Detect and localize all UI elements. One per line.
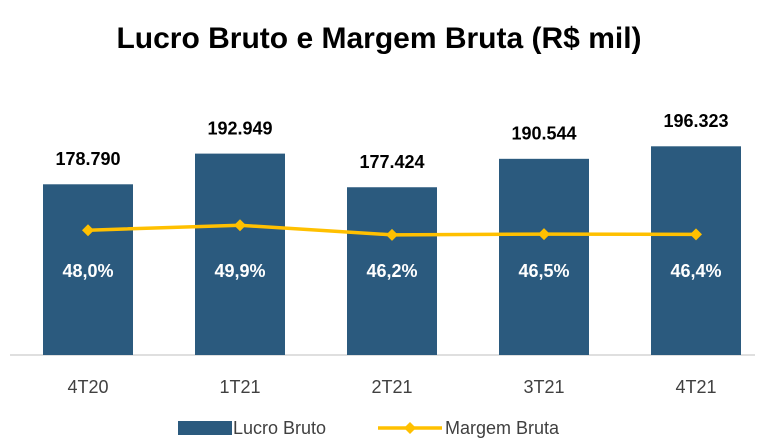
bar <box>651 146 741 355</box>
line-value-label: 46,2% <box>366 261 417 281</box>
bar-value-label: 192.949 <box>207 118 272 138</box>
bar-value-label: 178.790 <box>55 149 120 169</box>
x-tick-label: 4T20 <box>67 377 108 397</box>
legend-marker <box>404 422 416 434</box>
bar <box>195 153 285 355</box>
bar <box>43 184 133 355</box>
line-marker <box>690 228 702 241</box>
legend-label: Lucro Bruto <box>233 418 326 438</box>
x-tick-label: 4T21 <box>675 377 716 397</box>
line-value-label: 46,4% <box>670 261 721 281</box>
line-marker <box>234 219 246 232</box>
x-tick-label: 1T21 <box>219 377 260 397</box>
x-tick-label: 3T21 <box>523 377 564 397</box>
legend-swatch <box>178 421 232 435</box>
chart-title: Lucro Bruto e Margem Bruta (R$ mil) <box>116 22 641 55</box>
line-marker <box>82 224 94 237</box>
line-marker <box>386 228 398 241</box>
bar-value-label: 177.424 <box>359 152 424 172</box>
bar-value-label: 196.323 <box>663 111 728 131</box>
x-tick-label: 2T21 <box>371 377 412 397</box>
bar <box>347 187 437 355</box>
line-value-label: 49,9% <box>214 261 265 281</box>
line-marker <box>538 228 550 241</box>
legend-label: Margem Bruta <box>445 418 560 438</box>
bar-value-label: 190.544 <box>511 124 576 144</box>
line-value-label: 48,0% <box>62 261 113 281</box>
line-value-label: 46,5% <box>518 261 569 281</box>
bar <box>499 158 589 355</box>
